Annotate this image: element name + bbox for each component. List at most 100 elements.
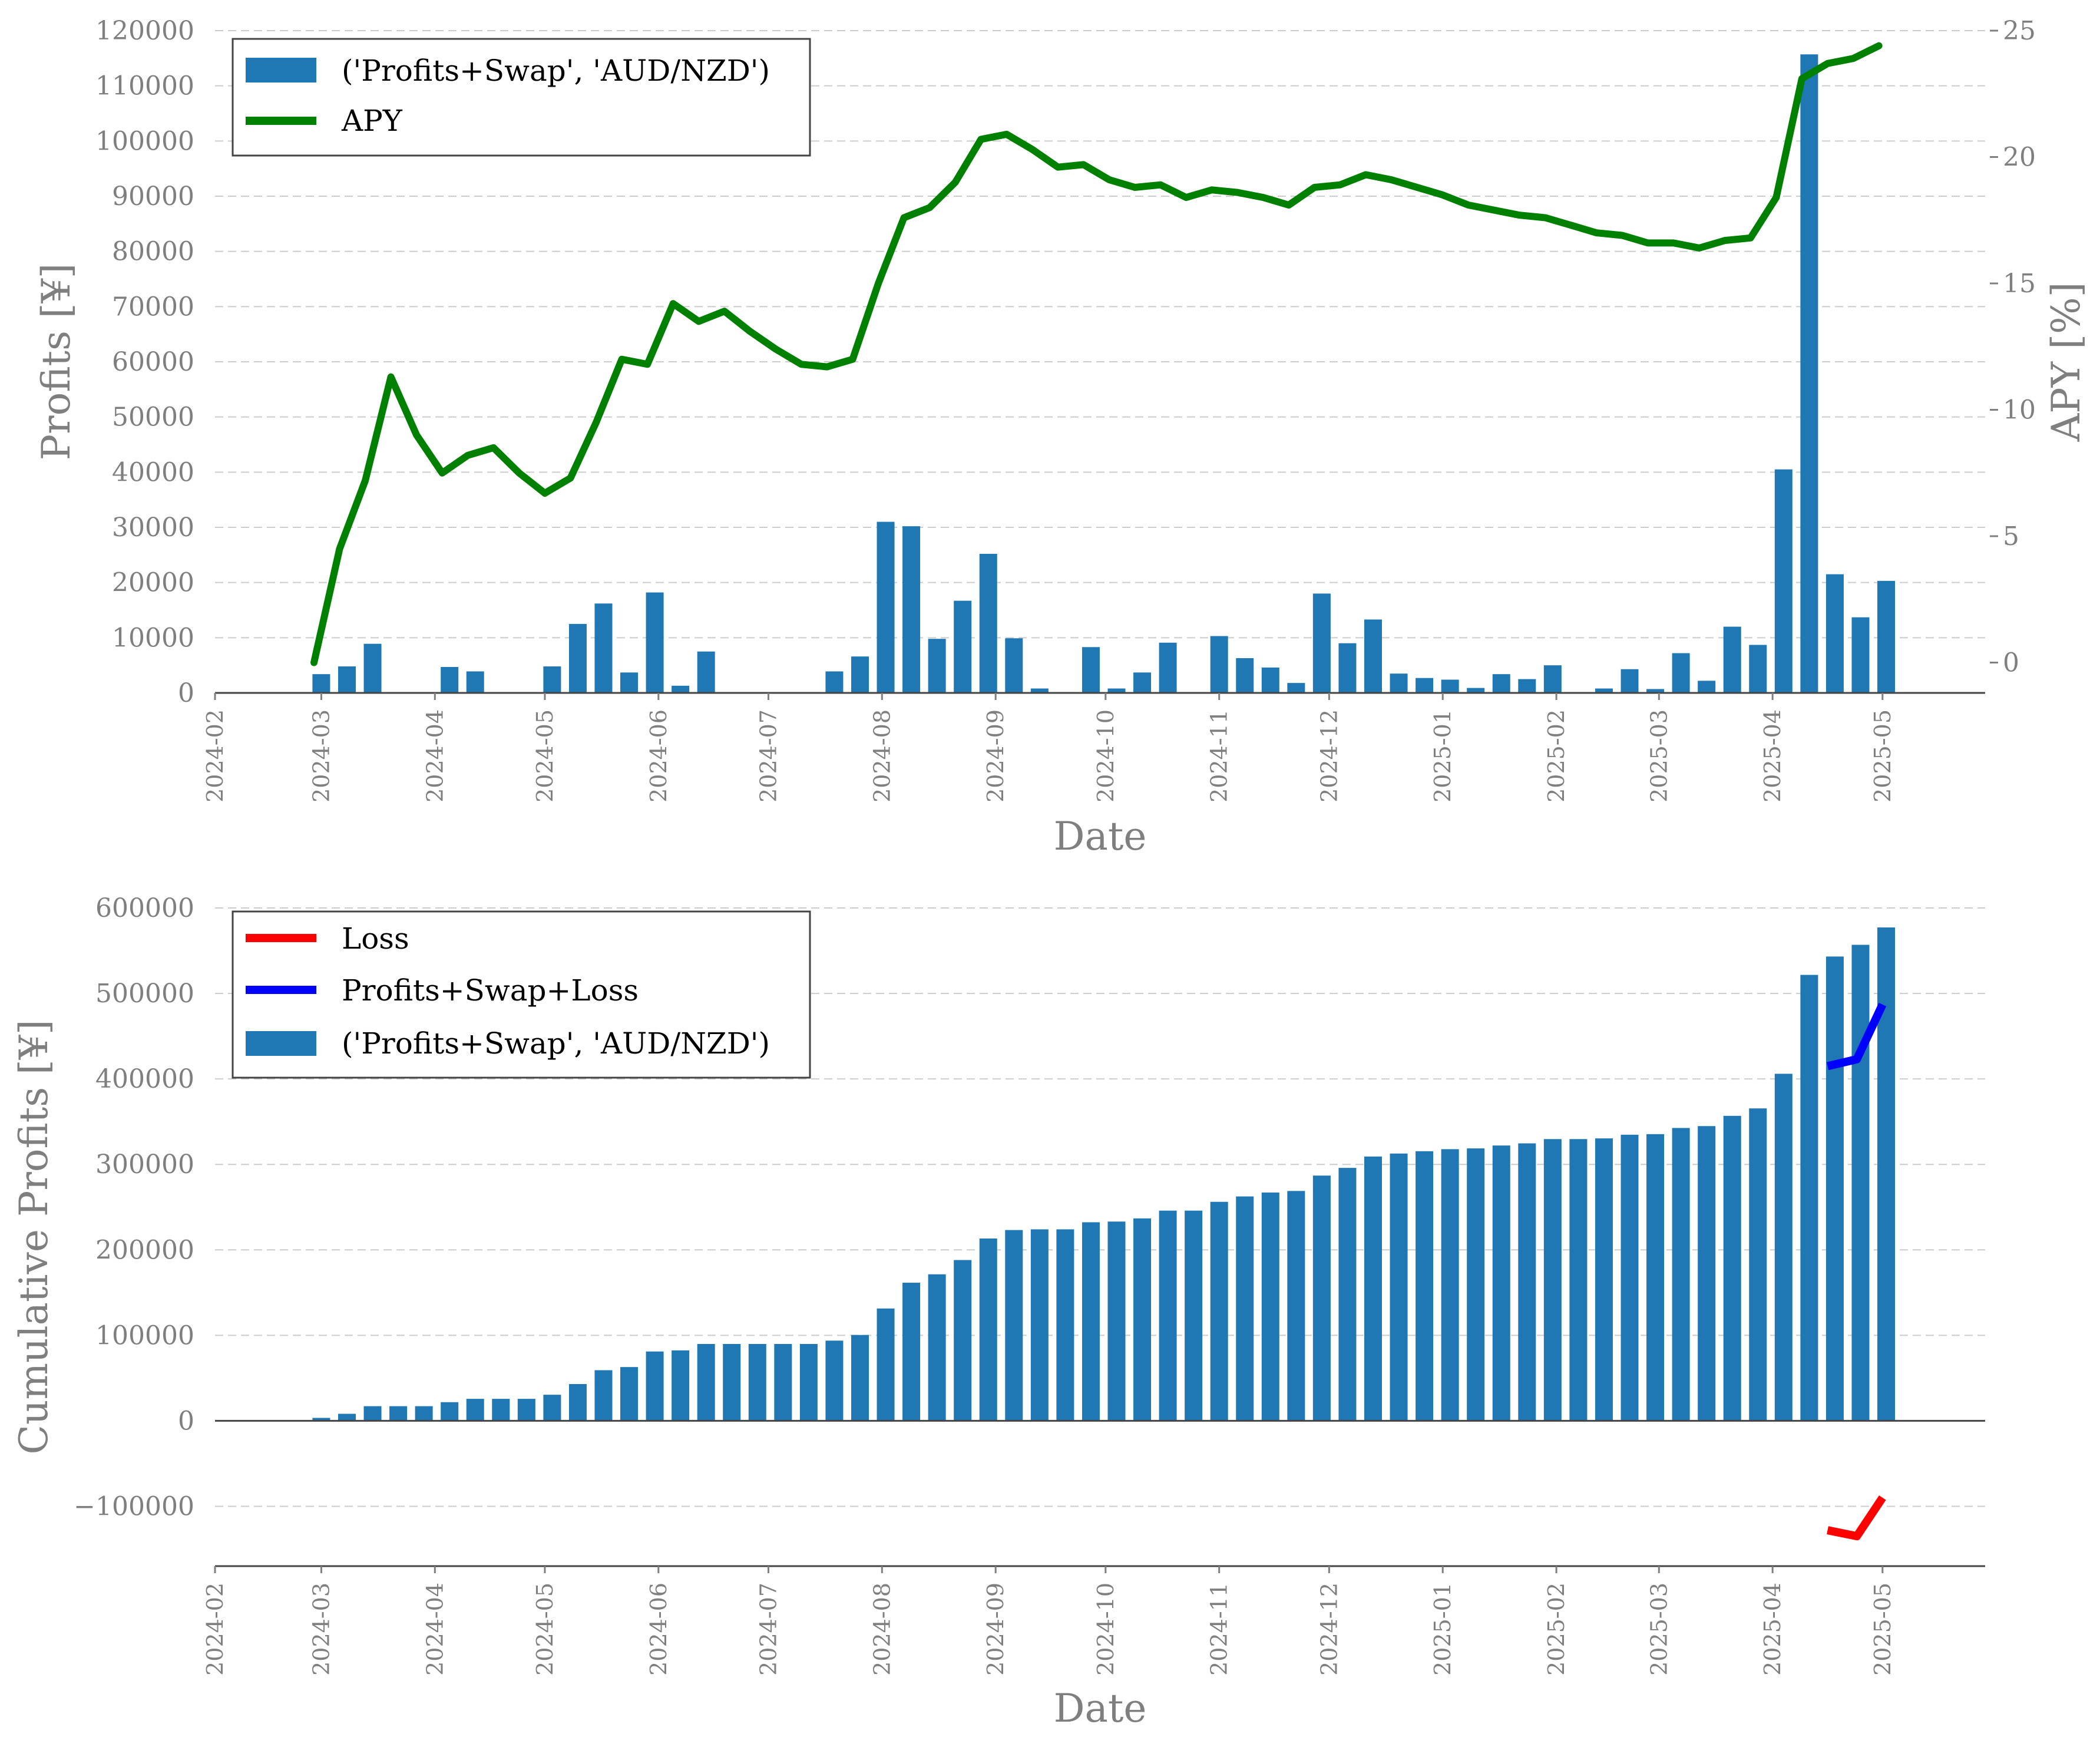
cumulative-profit-bar [1159, 1210, 1177, 1421]
top-x-tick-label: 2025-03 [1646, 709, 1672, 803]
profit-bar [1877, 580, 1896, 693]
cumulative-profit-bar [1749, 1108, 1767, 1421]
top-right-y-tick-label: 5 [2003, 521, 2019, 551]
profit-bar [441, 666, 459, 693]
profit-bar [1390, 673, 1408, 693]
profit-bar [1416, 678, 1434, 693]
profit-bar [1159, 642, 1177, 693]
cumulative-profit-bar [851, 1335, 869, 1421]
top-y-tick-label: 0 [178, 678, 194, 708]
cumulative-profit-bar [697, 1343, 715, 1421]
profit-bar [646, 592, 664, 693]
legend-label-loss: Loss [342, 922, 409, 956]
legend-label-profits-swap: ('Profits+Swap', 'AUD/NZD') [342, 54, 770, 88]
top-x-tick-label: 2024-03 [308, 709, 334, 803]
cumulative-profit-bar [928, 1274, 946, 1421]
top-legend: ('Profits+Swap', 'AUD/NZD') APY [232, 38, 811, 157]
cumulative-profit-bar [1800, 975, 1818, 1421]
loss-line [1827, 1495, 1886, 1541]
profit-bar [1621, 669, 1639, 693]
cumulative-profit-bar [646, 1351, 664, 1421]
profit-bar [620, 672, 639, 693]
bottom-x-tick-label: 2024-10 [1093, 1583, 1119, 1676]
top-y-tick-label: 50000 [112, 402, 194, 432]
profit-bar [1210, 636, 1228, 693]
bottom-x-ticks: 2024-02 2024-03 2024-04 2024-05 2024-06 2024-… [202, 1566, 1896, 1676]
legend-label-apy: APY [341, 104, 403, 138]
bottom-gridlines [215, 907, 1985, 1507]
profit-bar [1543, 665, 1562, 693]
cumulative-profit-bar [568, 1384, 587, 1421]
top-x-tick-label: 2024-07 [755, 709, 781, 803]
profit-bar [1698, 681, 1716, 693]
top-x-ticks: 2024-02 2024-03 2024-04 2024-05 2024-06 2024-… [202, 693, 1896, 803]
bottom-legend-box [232, 910, 811, 1079]
profit-bar [928, 639, 946, 693]
top-x-tick-label: 2025-04 [1760, 709, 1785, 803]
top-left-y-ticks: 0 10000 20000 30000 40000 50000 60000 70000 8000… [95, 16, 194, 708]
bottom-x-tick-label: 2024-08 [869, 1583, 895, 1676]
top-right-y-ticks: 0 5 10 15 20 25 [1990, 16, 2036, 678]
cumulative-profit-bar [441, 1402, 459, 1421]
bottom-x-tick-label: 2024-11 [1206, 1583, 1232, 1676]
profit-bar [1261, 667, 1279, 693]
cumulative-profit-bar [1518, 1143, 1536, 1421]
top-y-tick-label: 110000 [95, 71, 194, 101]
bottom-x-tick-label: 2025-04 [1760, 1583, 1785, 1676]
apy-line-series [310, 42, 1883, 666]
top-x-tick-label: 2024-02 [202, 709, 228, 803]
top-y-tick-label: 40000 [112, 457, 194, 487]
profit-bar [543, 666, 561, 693]
cumulative-profit-bar [825, 1340, 844, 1421]
profits-swap-loss-line [1826, 1002, 1887, 1071]
top-y-tick-label: 120000 [95, 16, 194, 46]
profit-bar [1492, 674, 1510, 693]
top-right-y-tick-label: 20 [2003, 143, 2036, 173]
profit-bar [312, 674, 330, 693]
profit-bar [1107, 688, 1126, 693]
profit-bar [1236, 658, 1254, 693]
profit-bar [1595, 688, 1613, 693]
profit-bar [466, 671, 484, 693]
profit-bar [672, 685, 690, 693]
cumulative-profit-bar [1082, 1222, 1100, 1421]
cumulative-profit-bar [1825, 956, 1844, 1421]
top-gridlines [215, 30, 1985, 639]
cumulative-profit-bar [672, 1350, 690, 1421]
cumulative-profit-bar [1569, 1139, 1588, 1421]
profit-bar [1287, 683, 1305, 693]
bottom-bar-series [312, 927, 1896, 1421]
cumulative-profits-chart: −100000 0 100000 200000 300000 400000 500000 60… [11, 893, 1985, 1731]
cumulative-profit-bar [1133, 1218, 1152, 1421]
profit-bar [1672, 653, 1690, 693]
bottom-x-tick-label: 2024-03 [308, 1583, 334, 1676]
profit-bar [954, 600, 972, 693]
top-x-tick-label: 2024-04 [422, 709, 448, 803]
cumulative-profit-bar [1210, 1201, 1228, 1421]
top-y-tick-label: 60000 [112, 347, 194, 377]
cumulative-profit-bar [1467, 1148, 1485, 1421]
top-x-tick-label: 2024-11 [1206, 709, 1232, 803]
cumulative-profit-bar [1056, 1229, 1074, 1421]
top-x-tick-label: 2024-05 [532, 709, 558, 803]
cumulative-profit-bar [1646, 1134, 1665, 1421]
legend-label-profits-swap-loss: Profits+Swap+Loss [342, 973, 639, 1008]
top-y-tick-label: 90000 [112, 181, 194, 212]
profit-bar [1082, 647, 1100, 693]
top-right-y-axis-label: APY [%] [2043, 282, 2089, 442]
cumulative-profit-bar [979, 1238, 997, 1421]
top-x-tick-label: 2025-02 [1543, 709, 1569, 803]
bottom-y-tick-label: 500000 [95, 979, 194, 1009]
profit-bar [1723, 626, 1741, 693]
cumulative-profit-bar [492, 1399, 510, 1421]
legend-label-profits-swap-cumulative: ('Profits+Swap', 'AUD/NZD') [342, 1026, 770, 1061]
cumulative-profit-bar [517, 1399, 535, 1421]
top-y-tick-label: 20000 [112, 568, 194, 598]
cumulative-profit-bar [748, 1343, 766, 1421]
bottom-y-tick-label: 100000 [95, 1320, 194, 1350]
legend-swatch-profits-swap [246, 58, 316, 82]
cumulative-profit-bar [1005, 1230, 1023, 1421]
top-x-tick-label: 2025-05 [1870, 709, 1896, 803]
profit-bar [1851, 617, 1870, 693]
